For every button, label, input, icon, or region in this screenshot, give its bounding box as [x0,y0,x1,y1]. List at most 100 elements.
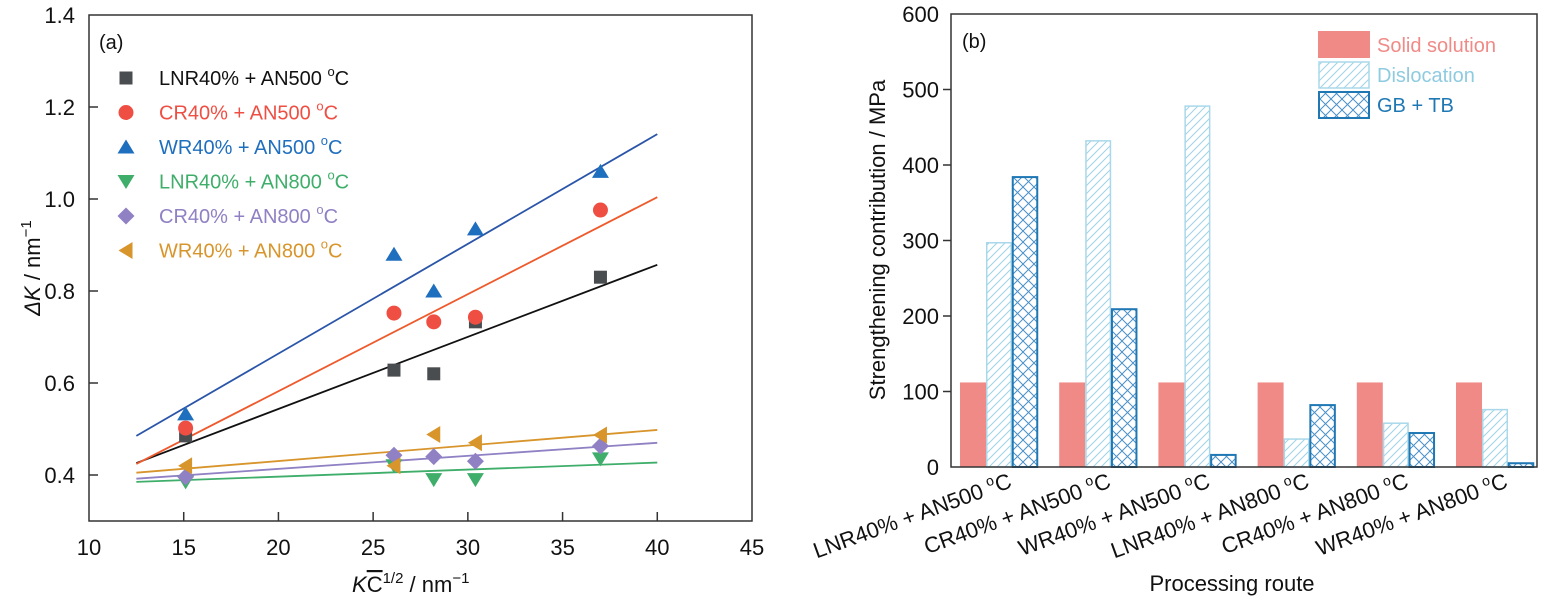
bar-gb-tb [1408,432,1436,468]
legend-item: Solid solution [1318,31,1496,58]
legend-marker-square [119,71,133,85]
data-point-triangle-up [385,246,403,261]
legend-marker-triangle-left [118,242,133,259]
legend-item: CR40% + AN500 oC [118,99,338,125]
data-point-diamond [425,448,443,466]
chart-a-panel-label: (a) [99,32,123,54]
legend-label: CR40% + AN800 oC [159,202,338,228]
x-tick-label: 30 [456,535,480,560]
x-tick-label: 25 [361,535,385,560]
data-point-triangle-up [591,163,609,178]
legend-item: LNR40% + AN800 oC [117,168,349,194]
y-tick-label: 600 [902,2,939,27]
bar-solid-solution [1356,382,1383,467]
legend-label: LNR40% + AN500 oC [159,64,349,90]
chart-b-x-axis-label: Processing route [1149,571,1314,596]
x-tick-label: 35 [550,535,574,560]
data-point-triangle-up [425,283,443,298]
bar-solid-solution [1456,382,1482,467]
data-point-triangle-left [178,457,193,475]
y-tick-label: 400 [902,153,939,178]
fit-line [135,196,658,465]
bar-gb-tb [1110,308,1138,468]
legend-item: GB + TB [1318,91,1454,119]
bar-solid-solution [1059,382,1086,467]
legend-item: WR40% + AN500 oC [117,133,342,159]
legend-label: GB + TB [1377,95,1454,117]
data-point-diamond [466,452,484,470]
data-point-square [427,367,441,381]
bar-gb-tb [1309,404,1336,468]
x-tick-label: 40 [645,535,669,560]
legend-marker-triangle-up [117,139,135,154]
bar-dislocation [986,242,1012,468]
data-point-triangle-down [466,473,484,488]
y-tick-label: 100 [902,380,939,405]
bar-solid-solution [1257,382,1284,467]
legend-swatch [1318,61,1370,89]
data-point-triangle-down [591,452,609,467]
data-point-triangle-down [425,473,443,488]
legend-swatch [1318,31,1370,58]
data-point-square [387,363,401,377]
fit-line [135,133,658,437]
chart-a-x-ticks: 10 15 20 25 30 35 40 45 [77,512,764,560]
data-point-triangle-left [467,434,482,452]
y-tick-label: 1.0 [44,187,75,212]
chart-a-legend: LNR40% + AN500 oC CR40% + AN500 oC WR40% +… [117,64,349,263]
bar-dislocation [1085,140,1112,468]
chart-b-panel-label: (b) [962,31,986,53]
chart-b-legend: Solid solution Dislocation GB + TB [1318,31,1496,119]
chart-a-y-ticks: 0.4 0.6 0.8 1.0 1.2 1.4 [44,3,98,488]
legend-label: CR40% + AN500 oC [159,99,338,125]
legend-label: WR40% + AN800 oC [159,237,342,263]
data-point-circle [386,305,402,321]
y-tick-label: 1.4 [44,3,75,28]
legend-swatch [1318,91,1370,119]
x-tick-label: 20 [266,535,290,560]
chart-a-points [177,163,609,490]
legend-label: Dislocation [1377,65,1475,87]
y-tick-label: 0.4 [44,463,75,488]
bar-solid-solution [960,382,986,467]
legend-label: WR40% + AN500 oC [159,133,342,159]
data-point-circle [426,314,442,330]
chart-a-y-axis-label: ΔK / nm−1 [18,220,45,316]
fit-line [136,461,658,483]
data-point-triangle-left [386,457,401,475]
legend-marker-diamond [117,207,135,225]
bar-gb-tb [1210,453,1237,469]
x-tick-label: 15 [171,535,195,560]
bar-dislocation [1482,408,1508,468]
y-tick-label: 0.6 [44,371,75,396]
chart-b-bars [960,105,1535,469]
data-point-circle [178,420,194,436]
chart-a-plot-frame [88,14,753,522]
y-tick-label: 0.8 [44,279,75,304]
bar-dislocation [1184,105,1211,468]
legend-item: WR40% + AN800 oC [118,237,342,263]
legend-label: Solid solution [1377,35,1496,57]
y-tick-label: 200 [902,304,939,329]
legend-label: LNR40% + AN800 oC [159,168,349,194]
data-point-triangle-up [466,221,484,236]
data-point-circle [592,202,608,218]
data-point-triangle-left [592,426,607,444]
y-tick-label: 500 [902,78,939,103]
legend-item: LNR40% + AN500 oC [119,64,349,90]
chart-a-scatter: (a) 10 15 20 25 30 35 40 45 0.40.60.81.01.21.4 … [18,3,764,597]
legend-item: CR40% + AN800 oC [117,202,338,228]
data-point-triangle-left [426,426,441,444]
data-point-square [593,270,607,284]
chart-b-y-axis-label: Strengthening contribution / MPa [865,79,890,400]
chart-b-y-ticks: 0 100 200 300 400 500 600 [902,2,951,480]
data-point-triangle-up [177,406,195,421]
x-tick-label: 45 [740,535,764,560]
bar-dislocation [1382,422,1409,468]
y-tick-label: 1.2 [44,95,75,120]
bar-solid-solution [1158,382,1185,467]
y-tick-label: 0 [927,455,939,480]
legend-marker-triangle-down [117,175,135,189]
